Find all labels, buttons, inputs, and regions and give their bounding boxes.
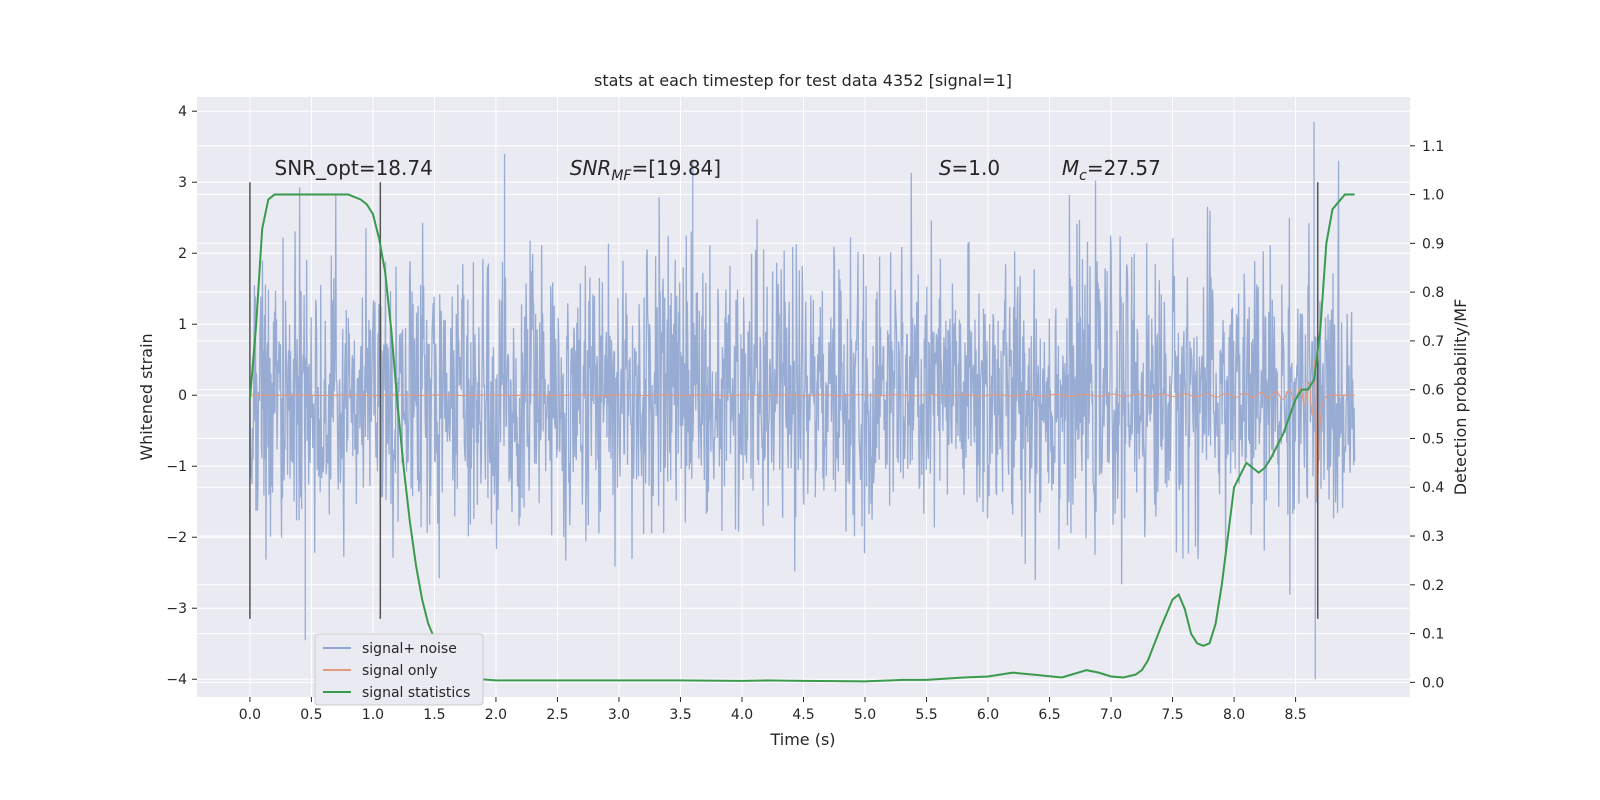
vertical-markers	[249, 182, 1319, 619]
legend-box	[314, 633, 484, 706]
y2-tick-label: 0.8	[1422, 285, 1444, 301]
annotation-0: SNR_opt=18.74	[275, 156, 433, 180]
y-tick-label: −3	[166, 601, 187, 617]
x-tick-label: 5.0	[854, 707, 876, 723]
x-tick-label: 3.5	[669, 707, 691, 723]
x-tick-label: 6.5	[1038, 707, 1060, 723]
x-tick-label: 4.5	[792, 707, 814, 723]
y-tick-label: 0	[178, 388, 187, 404]
x-tick-label: 6.0	[977, 707, 999, 723]
y2-tick-label: 0.7	[1422, 334, 1444, 350]
y-tick-label: 3	[178, 175, 187, 191]
annotation-2: S=1.0	[939, 156, 1000, 180]
y-tick-label: 1	[178, 317, 187, 333]
x-tick-label: 5.5	[915, 707, 937, 723]
signal-only-line	[249, 359, 1355, 500]
x-tick-label: 0.5	[300, 707, 322, 723]
x-tick-label: 1.0	[362, 707, 384, 723]
x-tick-label: 2.0	[485, 707, 507, 723]
y2-tick-label: 0.6	[1422, 383, 1444, 399]
x-axis-label: Time (s)	[769, 730, 835, 749]
x-axis-ticks: 0.0 0.5 1.0 1.5 2.0 2.5 3.0 3.5 4.0 4.5 5.0 5.5 6.0 6…	[239, 697, 1307, 723]
y2-tick-label: 1.0	[1422, 188, 1444, 204]
signal-statistics-series	[248, 193, 1355, 683]
y2-tick-label: 0.9	[1422, 236, 1444, 252]
signal-statistics-line	[248, 193, 1355, 683]
y2-tick-label: 0.3	[1422, 529, 1444, 545]
x-tick-label: 7.5	[1161, 707, 1183, 723]
legend-label-noise: signal+ noise	[362, 641, 457, 657]
x-tick-label: 7.0	[1100, 707, 1122, 723]
y2-tick-label: 1.1	[1422, 139, 1444, 155]
y2-axis-label: Detection probability/MF	[1451, 299, 1470, 496]
y2-tick-label: 0.0	[1422, 675, 1444, 691]
y-axis-ticks: −4 −3 −2 −1 0 1 2 3 4	[166, 104, 197, 688]
x-tick-label: 8.5	[1284, 707, 1306, 723]
signal-plus-noise-line	[249, 121, 1356, 680]
x-tick-label: 4.0	[731, 707, 753, 723]
signal-only-series	[249, 359, 1355, 500]
y2-tick-label: 0.1	[1422, 627, 1444, 643]
y2-tick-label: 0.4	[1422, 480, 1444, 496]
chart-title: stats at each timestep for test data 435…	[594, 71, 1012, 90]
x-tick-label: 3.0	[608, 707, 630, 723]
x-tick-label: 1.5	[423, 707, 445, 723]
annotation-3: Mc=27.57	[1062, 156, 1161, 184]
legend: signal+ noise signal only signal statist…	[314, 633, 484, 706]
annotations: SNR_opt=18.74 SNRMF=[19.84] S=1.0 Mc=27.57	[275, 156, 1161, 184]
y-tick-label: −4	[166, 672, 187, 688]
y2-axis-ticks: 0.0 0.1 0.2 0.3 0.4 0.5 0.6 0.7 0.8 0.9 1.0 1.1	[1410, 139, 1444, 691]
y-tick-label: −2	[166, 530, 187, 546]
legend-label-signal: signal only	[362, 663, 437, 679]
y-tick-label: 4	[178, 104, 187, 120]
annotation-1: SNRMF=[19.84]	[570, 156, 721, 184]
x-tick-label: 2.5	[546, 707, 568, 723]
y-axis-label: Whitened strain	[137, 333, 156, 460]
x-tick-label: 0.0	[239, 707, 261, 723]
y2-tick-label: 0.2	[1422, 578, 1444, 594]
legend-label-statistics: signal statistics	[362, 685, 470, 701]
signal-plus-noise-series	[249, 121, 1356, 680]
y-tick-label: −1	[166, 459, 187, 475]
x-tick-label: 8.0	[1223, 707, 1245, 723]
y-tick-label: 2	[178, 246, 187, 262]
y2-tick-label: 0.5	[1422, 431, 1444, 447]
